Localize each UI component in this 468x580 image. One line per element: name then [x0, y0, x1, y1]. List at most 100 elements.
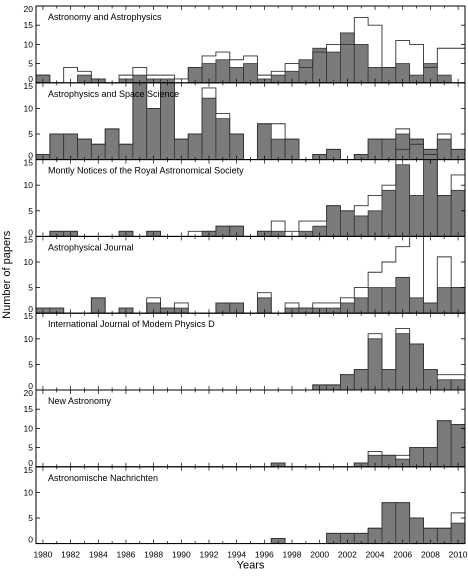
panel-title: Astrophysics and Space Science — [48, 89, 179, 99]
filled-bar — [215, 118, 231, 160]
x-tick-label: 1994 — [227, 550, 246, 560]
panel-title: Montly Notices of the Royal Astronomical… — [48, 166, 244, 176]
panel-title: Astronomy and Astrophysics — [48, 12, 162, 22]
x-tick-label: 1990 — [172, 550, 191, 560]
y-tick-label: 0 — [28, 227, 33, 237]
filled-bar — [353, 215, 369, 237]
y-tick-label: 10 — [24, 103, 34, 113]
filled-bar — [381, 189, 397, 237]
y-tick-label: 0 — [28, 304, 33, 314]
y-tick-label: 0 — [28, 151, 33, 161]
outline-step-line — [35, 82, 465, 161]
filled-bar — [423, 154, 438, 237]
y-tick-label: 15 — [24, 404, 34, 414]
filled-bar — [381, 138, 397, 160]
y-tick-label: 5 — [28, 206, 33, 216]
y-tick-label: 5 — [28, 129, 33, 139]
filled-bar — [270, 138, 286, 160]
filled-bar — [187, 133, 203, 161]
filled-bar — [409, 138, 424, 160]
y-tick-label: 20 — [24, 388, 34, 398]
filled-bar — [436, 287, 452, 314]
filled-bar — [436, 195, 452, 237]
x-tick-label: 2000 — [310, 550, 329, 560]
x-tick-label: 2010 — [449, 550, 468, 560]
filled-bar — [395, 333, 411, 391]
x-tick-label: 1980 — [33, 550, 52, 560]
y-tick-label: 10 — [24, 487, 34, 497]
filled-bar — [298, 59, 314, 84]
y-tick-label: 0 — [28, 74, 33, 84]
x-tick-label: 1986 — [116, 550, 135, 560]
y-tick-label: 5 — [28, 359, 33, 369]
filled-bar — [326, 205, 341, 237]
y-tick-label: 10 — [24, 39, 34, 49]
y-axis-label: Number of papers — [1, 230, 13, 319]
x-tick-label: 2004 — [366, 550, 385, 560]
y-tick-label: 20 — [24, 4, 34, 14]
x-tick-label: 2002 — [338, 550, 357, 560]
y-tick-label: 10 — [24, 257, 34, 267]
y-tick-label: 0 — [28, 458, 33, 468]
y-tick-label: 15 — [24, 311, 34, 321]
filled-bar — [367, 338, 383, 391]
filled-bar — [395, 276, 411, 314]
y-tick-label: 5 — [28, 443, 33, 453]
filled-bar — [395, 164, 411, 237]
filled-bar — [353, 44, 369, 84]
y-tick-label: 0 — [28, 535, 33, 545]
y-tick-label: 10 — [24, 334, 34, 344]
outline-step-line — [36, 143, 465, 237]
filled-bar — [257, 123, 272, 161]
y-tick-label: 15 — [24, 20, 34, 30]
filled-bar — [381, 369, 397, 391]
filled-bar — [409, 195, 424, 237]
panel-title: Astronomische Nachrichten — [48, 473, 158, 483]
outline-step-line — [35, 17, 465, 84]
filled-bar — [312, 47, 328, 84]
y-tick-label: 15 — [24, 234, 34, 244]
y-tick-label: 15 — [24, 465, 34, 475]
x-axis-label: Years — [237, 560, 265, 572]
x-tick-label: 1992 — [200, 550, 219, 560]
filled-bar — [450, 424, 466, 468]
filled-bar — [381, 502, 397, 545]
filled-bar — [49, 133, 65, 161]
filled-bar — [436, 420, 452, 468]
panel-title: International Journal of Modem Physics D — [48, 319, 215, 329]
x-tick-label: 1996 — [255, 550, 274, 560]
filled-bar — [381, 287, 397, 314]
y-tick-label: 5 — [28, 59, 33, 69]
filled-bar — [243, 63, 258, 84]
x-tick-label: 2006 — [393, 550, 412, 560]
filled-bar — [409, 343, 424, 391]
filled-bar — [146, 108, 161, 161]
filled-bar — [104, 128, 120, 161]
y-tick-label: 15 — [24, 158, 34, 168]
y-tick-label: 10 — [24, 180, 34, 190]
filled-bar — [201, 97, 217, 161]
filled-bar — [326, 51, 341, 84]
panel-title: Astrophysical Journal — [48, 242, 134, 252]
panel-title: New Astronomy — [48, 396, 112, 406]
filled-bar — [353, 369, 369, 391]
x-tick-label: 1998 — [283, 550, 302, 560]
x-tick-label: 2008 — [421, 550, 440, 560]
filled-bar — [77, 138, 92, 160]
filled-bar — [409, 517, 424, 545]
filled-bar — [215, 59, 231, 84]
filled-bar — [450, 189, 466, 237]
filled-bar — [395, 502, 411, 545]
y-tick-label: 15 — [24, 81, 34, 91]
y-tick-label: 10 — [24, 423, 34, 433]
x-tick-label: 1984 — [89, 550, 108, 560]
y-tick-label: 5 — [28, 513, 33, 523]
filled-bar — [409, 447, 424, 468]
y-tick-label: 0 — [28, 381, 33, 391]
x-tick-label: 1988 — [144, 550, 163, 560]
y-tick-label: 5 — [28, 283, 33, 293]
filled-bar — [436, 138, 452, 160]
x-tick-label: 1982 — [61, 550, 80, 560]
